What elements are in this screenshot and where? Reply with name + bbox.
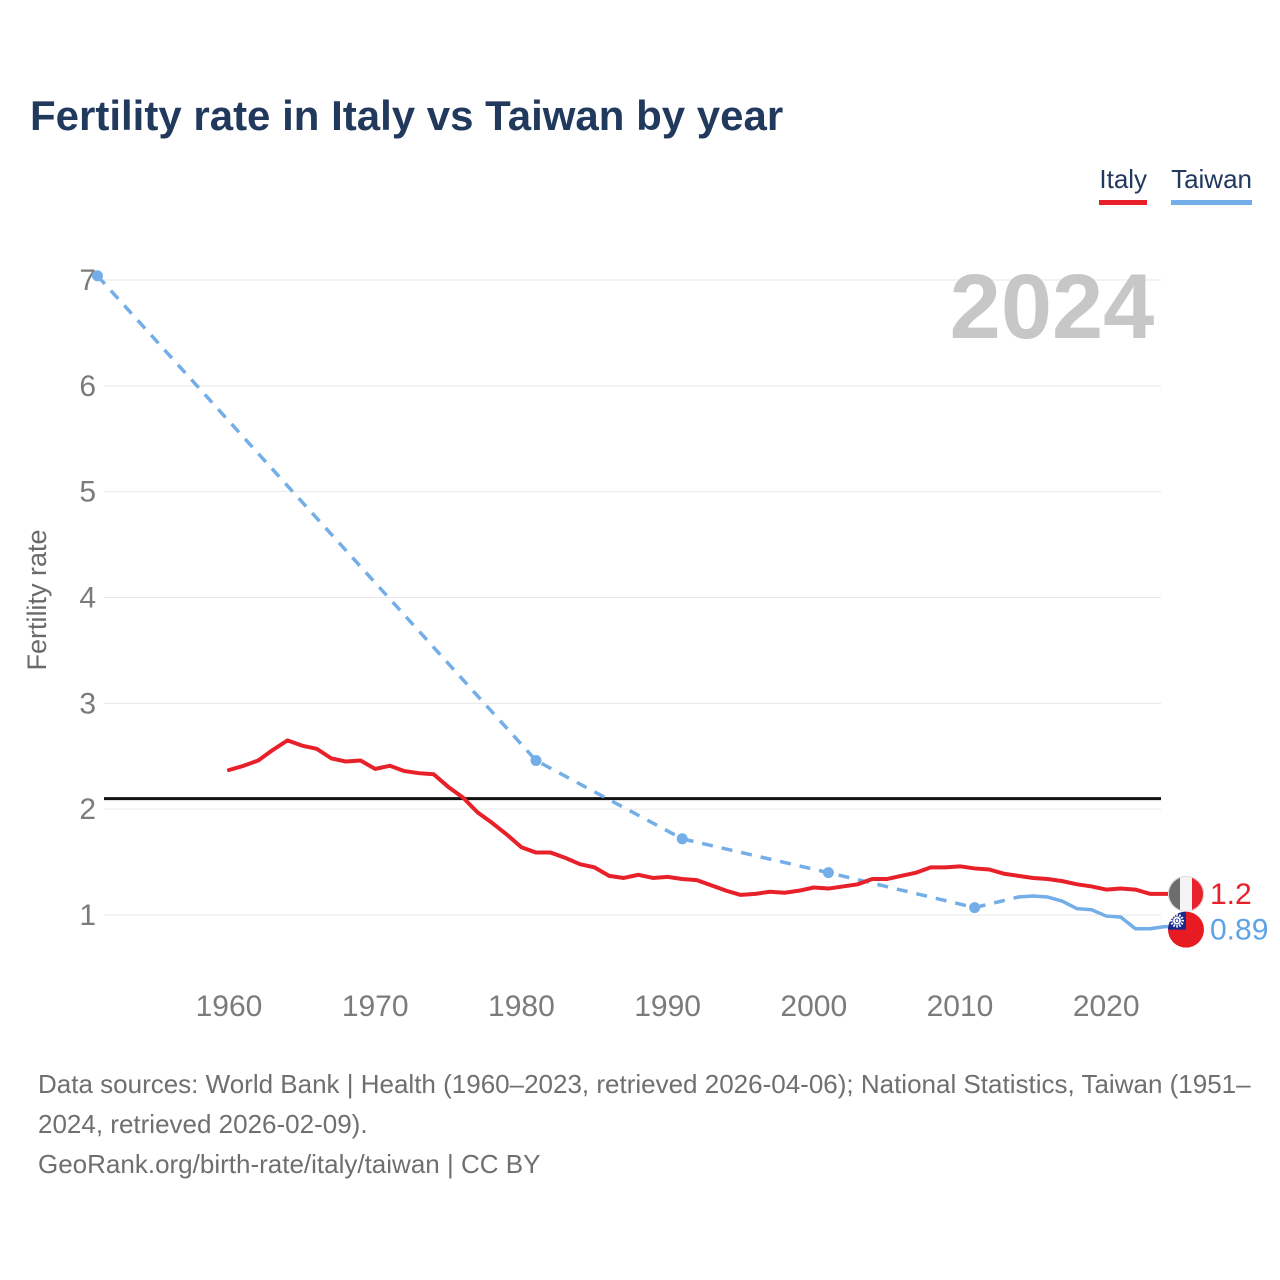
y-axis-title: Fertility rate	[22, 529, 52, 670]
svg-text:1: 1	[79, 899, 96, 932]
year-watermark: 2024	[950, 256, 1155, 358]
x-axis-tick-labels: 1960 1970 1980 1990 2000 2010 2020	[196, 990, 1140, 1023]
taiwan-dashed-line	[96, 274, 1019, 910]
legend: Italy Taiwan	[1099, 164, 1252, 205]
svg-text:2: 2	[79, 793, 96, 826]
svg-text:2020: 2020	[1073, 990, 1140, 1023]
svg-text:1970: 1970	[342, 990, 409, 1023]
svg-text:2010: 2010	[927, 990, 994, 1023]
taiwan-end-value-label: 0.89	[1210, 914, 1268, 947]
attribution-text: GeoRank.org/birth-rate/italy/taiwan | CC…	[38, 1149, 541, 1179]
y-axis-tick-labels: 1 2 3 4 5 6 7	[79, 264, 96, 932]
taiwan-flag-icon	[1168, 911, 1204, 948]
taiwan-data-point-markers	[91, 270, 981, 914]
svg-text:2000: 2000	[780, 990, 847, 1023]
legend-item-italy[interactable]: Italy	[1099, 164, 1148, 205]
chart-footer: Data sources: World Bank | Health (1960–…	[38, 1064, 1256, 1184]
page-title: Fertility rate in Italy vs Taiwan by yea…	[30, 92, 784, 139]
svg-text:1960: 1960	[196, 990, 263, 1023]
svg-text:1980: 1980	[488, 990, 555, 1023]
gridlines	[104, 279, 1161, 916]
taiwan-solid-line	[1016, 894, 1171, 931]
data-sources-text: Data sources: World Bank | Health (1960–…	[38, 1069, 1251, 1139]
svg-text:7: 7	[79, 264, 96, 297]
italy-line	[227, 738, 1171, 897]
svg-text:4: 4	[79, 582, 96, 615]
legend-item-taiwan[interactable]: Taiwan	[1171, 164, 1252, 205]
svg-text:3: 3	[79, 687, 96, 720]
svg-text:5: 5	[79, 476, 96, 509]
italy-end-value-label: 1.2	[1210, 878, 1252, 911]
svg-text:1990: 1990	[634, 990, 701, 1023]
svg-text:6: 6	[79, 370, 96, 403]
